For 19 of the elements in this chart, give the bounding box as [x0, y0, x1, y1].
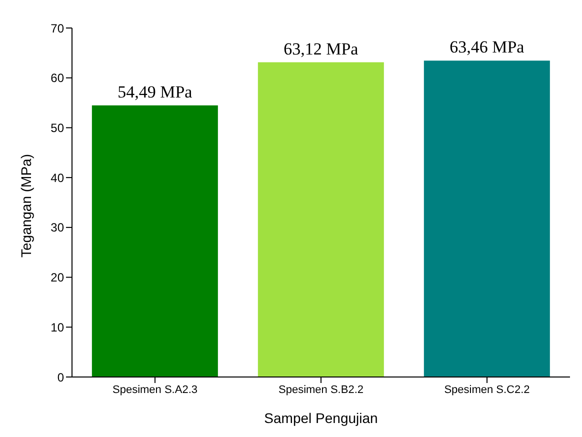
y-tick-label: 0	[57, 370, 64, 384]
data-label: 63,12 MPa	[284, 39, 359, 58]
bar	[424, 60, 550, 377]
y-tick-label: 50	[50, 120, 64, 135]
x-tick-label: Spesimen S.C2.2	[444, 384, 530, 396]
bar	[92, 105, 218, 377]
y-tick-label: 70	[50, 21, 64, 36]
y-tick-label: 40	[50, 170, 64, 185]
bar	[258, 62, 384, 377]
data-label: 63,46 MPa	[450, 38, 525, 57]
x-tick-label: Spesimen S.B2.2	[278, 384, 364, 396]
y-tick-label: 10	[50, 320, 64, 334]
y-tick-label: 30	[50, 220, 64, 235]
data-label: 54,49 MPa	[118, 82, 193, 102]
y-tick-label: 20	[50, 270, 64, 285]
x-tick-label: Spesimen S.A2.3	[112, 384, 198, 396]
x-axis-title: Sampel Pengujian	[264, 410, 378, 426]
y-axis-title: Tegangan (MPa)	[18, 154, 34, 258]
y-tick-label: 60	[50, 71, 64, 86]
